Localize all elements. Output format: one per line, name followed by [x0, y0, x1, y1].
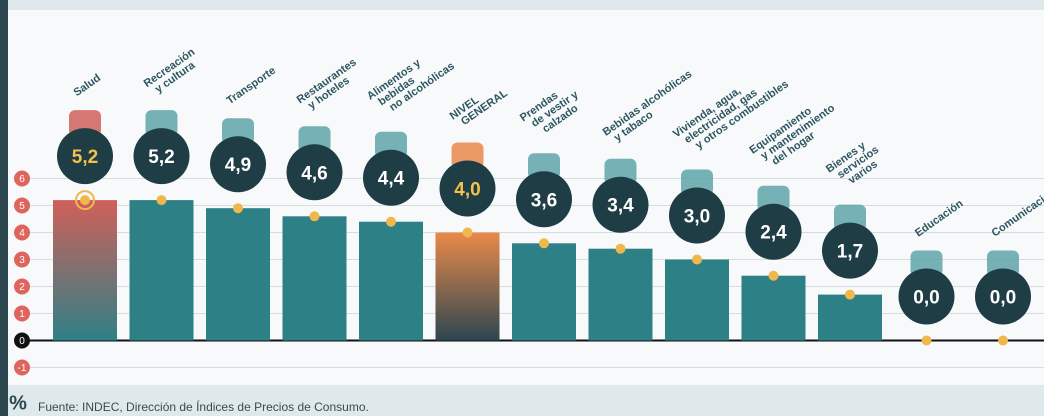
value-dot — [845, 290, 855, 300]
bar — [53, 200, 117, 340]
value-dot — [157, 195, 167, 205]
y-tick-label: 3 — [19, 255, 25, 266]
value-label: 3,6 — [531, 190, 557, 211]
value-label: 0,0 — [913, 288, 939, 309]
y-tick-label: 0 — [19, 336, 25, 347]
value-label: 4,4 — [378, 169, 405, 190]
bar — [283, 216, 347, 340]
left-strip — [0, 0, 8, 416]
value-label: 4,6 — [301, 163, 327, 184]
bar — [665, 260, 729, 341]
value-label: 0,0 — [990, 288, 1016, 309]
bar — [512, 243, 576, 340]
y-tick-label: 2 — [19, 282, 25, 293]
y-tick-label: 4 — [19, 228, 25, 239]
value-dot — [922, 336, 932, 346]
bar — [589, 249, 653, 341]
bar — [742, 276, 806, 341]
y-axis-label: % — [9, 392, 27, 414]
bar — [359, 222, 423, 341]
value-dot — [463, 228, 473, 238]
y-tick-label: 5 — [19, 201, 25, 212]
value-dot — [310, 211, 320, 221]
chart: % Fuente: INDEC, Dirección de Índices de… — [0, 0, 1044, 416]
value-label: 5,2 — [148, 147, 174, 168]
value-label: 3,4 — [607, 196, 634, 217]
bar — [818, 295, 882, 341]
value-dot — [692, 255, 702, 265]
bar — [436, 233, 500, 341]
value-label: 4,0 — [454, 180, 480, 201]
value-label: 5,2 — [72, 147, 98, 168]
value-dot — [233, 203, 243, 213]
value-label: 3,0 — [684, 207, 710, 228]
bar — [206, 208, 270, 340]
y-tick-label: -1 — [18, 363, 27, 374]
value-label: 4,9 — [225, 155, 251, 176]
value-dot — [539, 238, 549, 248]
value-dot — [386, 217, 396, 227]
value-label: 2,4 — [760, 223, 787, 244]
value-dot — [769, 271, 779, 281]
y-tick-label: 1 — [19, 309, 25, 320]
value-label: 1,7 — [837, 242, 863, 263]
y-tick-label: 6 — [19, 174, 25, 185]
value-dot — [616, 244, 626, 254]
value-dot — [998, 336, 1008, 346]
value-dot — [80, 195, 90, 205]
bar — [130, 200, 194, 340]
source-note: Fuente: INDEC, Dirección de Índices de P… — [38, 399, 369, 414]
